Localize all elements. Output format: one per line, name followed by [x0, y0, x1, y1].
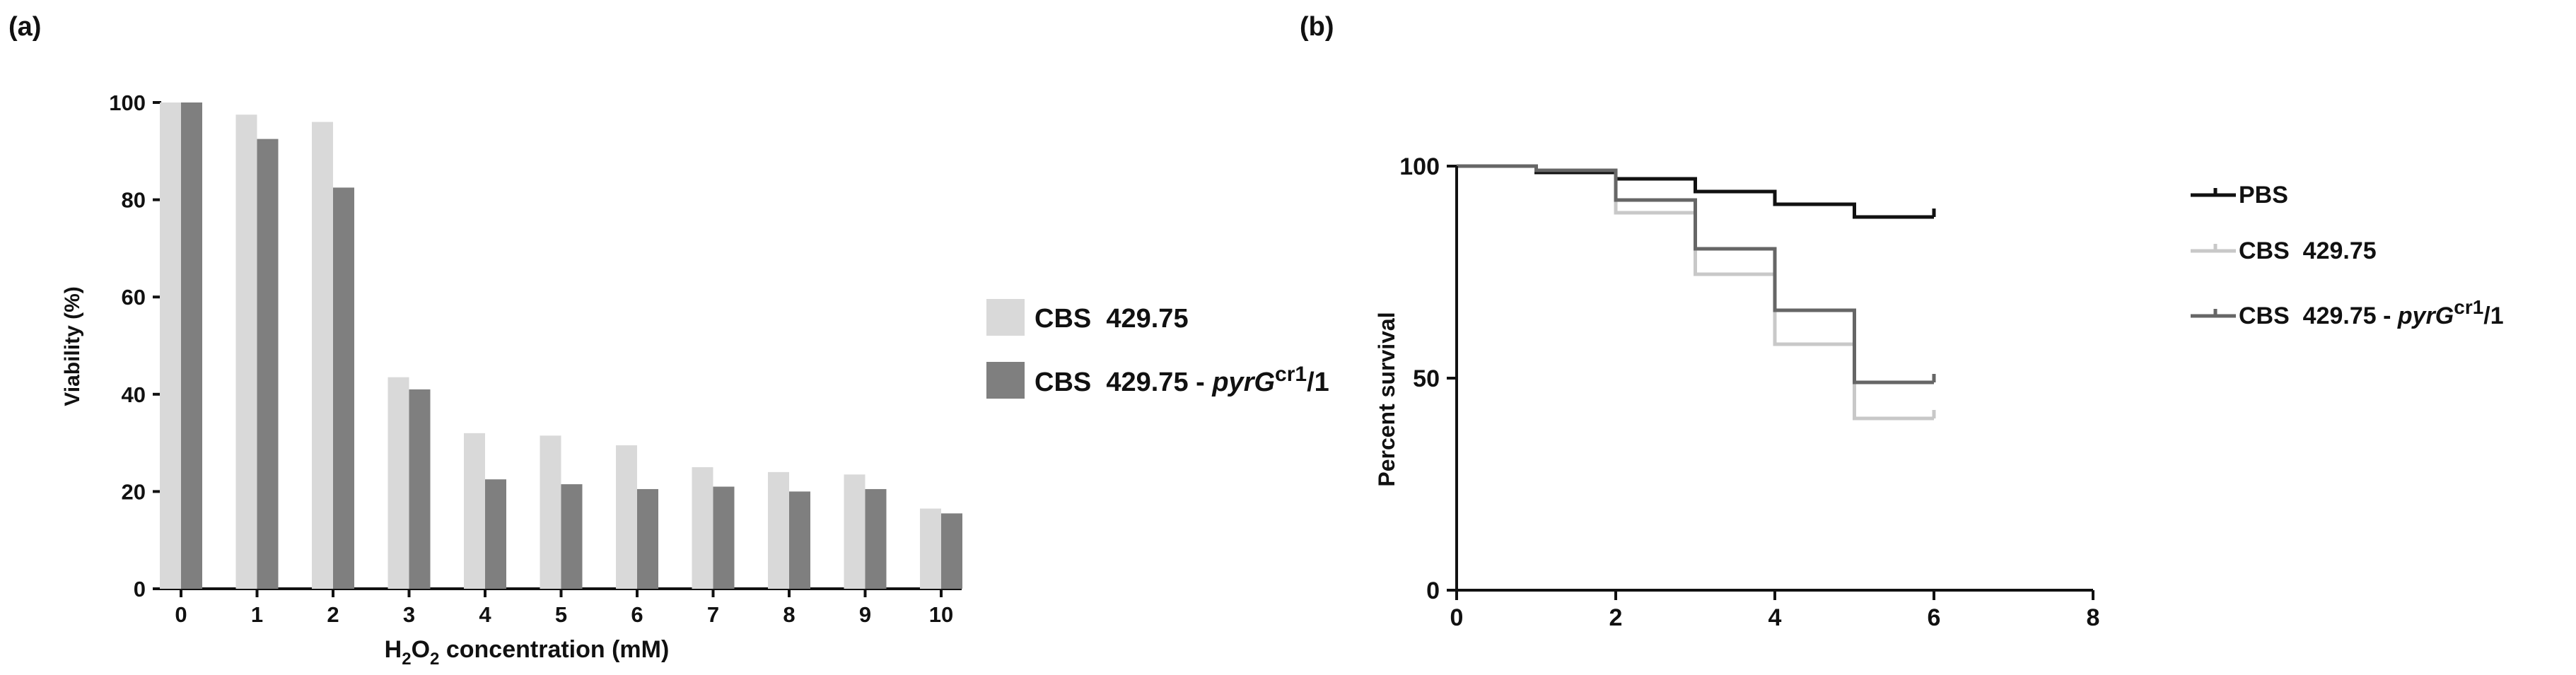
legend-label-series-3: CBS 429.75 - pyrGcr1/1: [2239, 296, 2504, 329]
y-tick-label: 100: [1399, 153, 1440, 180]
bar-series-1: [692, 467, 713, 589]
x-tick-label: 6: [1928, 604, 1941, 631]
bar-series-1: [312, 122, 333, 589]
bar-series-2: [789, 491, 810, 589]
x-tick-label: 3: [403, 602, 415, 627]
y-axis-label: Percent survival: [1374, 312, 1399, 486]
x-tick-label: 6: [631, 602, 643, 627]
legend-entry-series-2: CBS 429.75: [2191, 237, 2377, 264]
y-tick-label: 20: [122, 479, 146, 504]
survival-line-series-3: [1457, 164, 1934, 385]
legend-swatch-series-1: [986, 299, 1025, 336]
bar-series-2: [561, 484, 583, 589]
x-tick-label: 8: [2087, 604, 2100, 631]
legend-entry-series-3: CBS 429.75 - pyrGcr1/1: [2191, 296, 2504, 329]
y-tick-label: 60: [122, 285, 146, 310]
bar-chart-panel: (a) 0 20 40 60 80 100 0 1 2 3 4 5 6 7 8 9 10 Viability …: [8, 12, 1329, 669]
bar-series-1: [616, 445, 637, 589]
bar-series-2: [713, 486, 735, 589]
bar-series-2: [409, 389, 431, 589]
bar-series-2: [637, 488, 658, 589]
legend-label-series-1: PBS: [2239, 182, 2288, 209]
survival-chart-panel: (b) 0 50 100 0 2 4 6 8 Percent survival PBS CB…: [1300, 12, 2504, 631]
legend-label-series-2: CBS 429.75 - pyrGcr1/1: [1035, 363, 1329, 397]
bar-series-1: [540, 435, 561, 589]
y-tick-label: 80: [122, 188, 146, 213]
y-axis: 0 20 40 60 80 100: [109, 90, 163, 601]
x-axis-label: H2O2 concentration (mM): [385, 636, 670, 669]
x-tick-label: 2: [327, 602, 339, 627]
x-axis: 0 2 4 6 8: [1450, 589, 2100, 631]
legend-label-series-2: CBS 429.75: [2239, 237, 2377, 264]
y-tick-label: 0: [134, 577, 146, 601]
x-tick-label: 1: [251, 602, 263, 627]
bar-series-group: [160, 102, 962, 589]
x-tick-label: 5: [555, 602, 567, 627]
bar-series-1: [844, 474, 866, 589]
bar-series-1: [920, 508, 941, 589]
bar-series-2: [333, 187, 354, 589]
bar-series-2: [485, 479, 506, 589]
panel-label-a: (a): [8, 12, 41, 42]
bar-series-1: [768, 471, 789, 589]
x-tick-label: 0: [1450, 604, 1464, 631]
x-tick-label: 4: [479, 602, 491, 627]
bar-series-1: [160, 102, 181, 589]
x-tick-label: 10: [929, 602, 953, 627]
y-axis-label: Viability (%): [61, 286, 84, 406]
bar-series-1: [387, 377, 409, 589]
panel-label-b: (b): [1300, 12, 1334, 42]
y-axis: 0 50 100: [1399, 153, 1458, 604]
survival-lines-group: [1457, 164, 1936, 421]
legend-entry-series-1: PBS: [2191, 182, 2288, 209]
bar-series-2: [941, 513, 962, 589]
x-tick-label: 8: [783, 602, 795, 627]
x-tick-label: 9: [859, 602, 871, 627]
x-tick-label: 7: [707, 602, 719, 627]
legend-label-series-1: CBS 429.75: [1035, 304, 1189, 334]
y-tick-label: 0: [1426, 577, 1440, 604]
x-axis: 0 1 2 3 4 5 6 7 8 9 10: [161, 587, 962, 627]
bar-series-2: [257, 139, 279, 589]
y-tick-label: 40: [122, 382, 146, 407]
legend: PBS CBS 429.75 CBS 429.75 - pyrGcr1/1: [2191, 182, 2504, 329]
x-tick-label: 2: [1609, 604, 1623, 631]
bar-series-2: [865, 488, 887, 589]
legend-swatch-series-2: [986, 362, 1025, 399]
bar-series-1: [464, 433, 485, 589]
y-tick-label: 50: [1413, 365, 1440, 392]
y-tick-label: 100: [109, 90, 146, 115]
bar-series-1: [235, 115, 257, 589]
legend: CBS 429.75 CBS 429.75 - pyrGcr1/1: [986, 299, 1329, 399]
x-tick-label: 0: [175, 602, 187, 627]
bar-series-2: [181, 102, 202, 589]
x-tick-label: 4: [1768, 604, 1782, 631]
